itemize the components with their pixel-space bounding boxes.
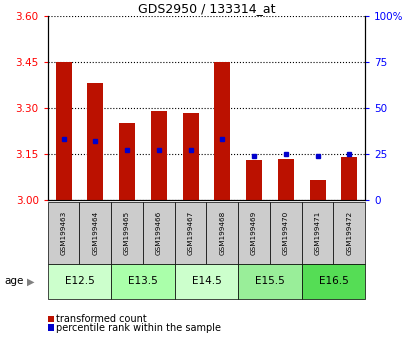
Text: GSM199465: GSM199465	[124, 211, 130, 255]
Text: GSM199466: GSM199466	[156, 211, 162, 255]
Text: GSM199464: GSM199464	[93, 211, 98, 255]
Text: GSM199468: GSM199468	[220, 211, 225, 255]
Bar	[246, 160, 262, 200]
Bar	[119, 123, 135, 200]
Text: GSM199470: GSM199470	[283, 211, 289, 255]
Bar	[238, 264, 302, 299]
Text: age: age	[4, 276, 24, 286]
Text: E16.5: E16.5	[319, 276, 348, 286]
Bar	[56, 62, 71, 200]
Bar	[238, 202, 270, 264]
Bar	[111, 202, 143, 264]
Bar	[80, 202, 111, 264]
Bar	[111, 264, 175, 299]
Title: GDS2950 / 133314_at: GDS2950 / 133314_at	[138, 2, 275, 15]
Bar	[48, 264, 111, 299]
Bar	[183, 113, 198, 200]
Bar	[151, 111, 167, 200]
Text: GSM199463: GSM199463	[61, 211, 66, 255]
Bar	[333, 202, 365, 264]
Bar	[143, 202, 175, 264]
Text: GSM199469: GSM199469	[251, 211, 257, 255]
Text: percentile rank within the sample: percentile rank within the sample	[56, 323, 221, 333]
Bar	[310, 180, 325, 200]
Text: GSM199471: GSM199471	[315, 211, 320, 255]
Bar	[302, 264, 365, 299]
Text: GSM199472: GSM199472	[347, 211, 352, 255]
Bar	[88, 84, 103, 200]
Bar	[342, 157, 357, 200]
Text: transformed count: transformed count	[56, 314, 147, 324]
Bar	[207, 202, 238, 264]
Text: E15.5: E15.5	[255, 276, 285, 286]
Text: E12.5: E12.5	[65, 276, 94, 286]
Bar	[278, 159, 294, 200]
Bar	[215, 62, 230, 200]
Text: ▶: ▶	[27, 276, 34, 286]
Text: GSM199467: GSM199467	[188, 211, 193, 255]
Bar	[270, 202, 302, 264]
Bar	[48, 202, 80, 264]
Bar	[302, 202, 334, 264]
Bar	[175, 202, 207, 264]
Text: E13.5: E13.5	[128, 276, 158, 286]
Bar	[175, 264, 238, 299]
Text: E14.5: E14.5	[192, 276, 221, 286]
